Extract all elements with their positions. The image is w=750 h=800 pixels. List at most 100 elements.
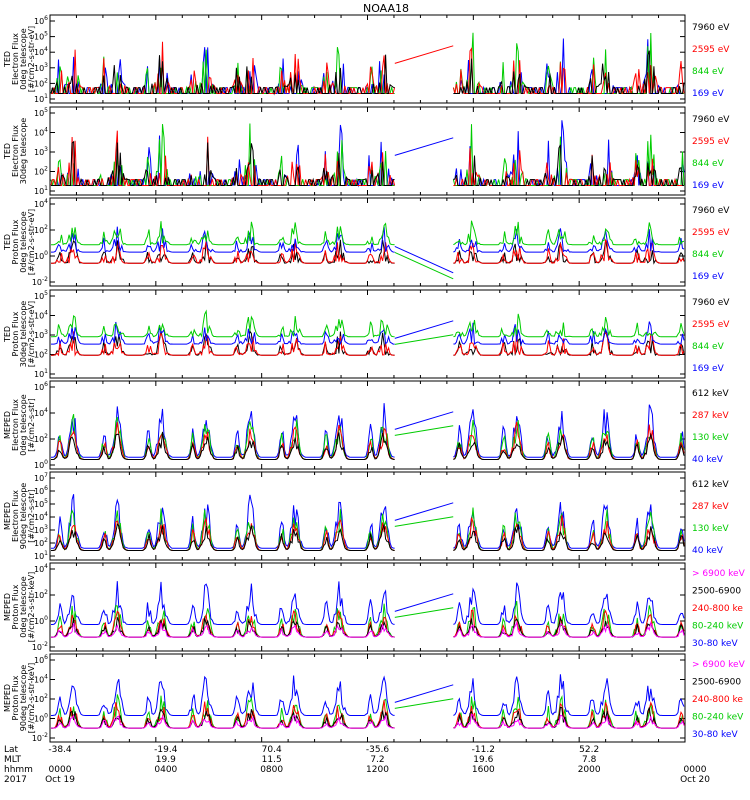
series-traces <box>50 120 685 188</box>
legend-entry: 2595 eV <box>692 320 730 330</box>
y-tick-label: 104 <box>34 127 48 138</box>
series-line <box>51 309 685 338</box>
y-tick-label: 104 <box>34 511 48 522</box>
series-line <box>51 674 685 716</box>
series-line <box>51 331 685 357</box>
y-tick-label: 104 <box>34 563 48 574</box>
y-tick-label: 103 <box>34 329 48 340</box>
legend-entry: 612 keV <box>692 480 729 490</box>
legend-entry: 240-800 ke <box>692 604 743 614</box>
y-tick-label: 102 <box>34 589 48 600</box>
series-line <box>51 220 685 246</box>
gap-interpolation-line <box>394 411 454 430</box>
y-tick-label: 104 <box>34 310 48 321</box>
x-axis-mlt-value: 11.5 <box>262 755 282 765</box>
legend-entry: 240-800 ke <box>692 695 743 705</box>
y-tick-label: 107 <box>34 472 48 483</box>
legend-entry: 7960 eV <box>692 206 730 216</box>
y-tick-label: 102 <box>34 224 48 235</box>
y-tick-label: 104 <box>34 46 48 57</box>
gap-interpolation-line <box>394 245 454 274</box>
panel-5: 100 102 104 106 MEPEDElectron Flux0deg teles… <box>3 380 729 470</box>
y-axis-label: TEDProton Flux0deg telescope[#/cm2-s-str… <box>3 209 36 275</box>
series-line <box>51 620 685 638</box>
series-traces <box>51 403 685 460</box>
y-tick-label: 105 <box>34 107 48 118</box>
gap-interpolation-line <box>394 502 454 521</box>
x-axis-date-value: Oct 20 <box>680 775 710 785</box>
series-line <box>51 321 685 346</box>
x-axis-hhmm-value: 0800 <box>260 765 283 775</box>
legend: 7960 eV 2595 eV 844 eV 169 eV <box>692 23 730 99</box>
panel-frame <box>49 562 686 652</box>
legend-entry: 130 keV <box>692 524 729 534</box>
y-tick-label: 102 <box>34 77 48 88</box>
series-line <box>51 523 685 551</box>
x-axis-hhmm-value: 0400 <box>154 765 177 775</box>
series-traces <box>51 309 685 357</box>
legend-entry: 287 keV <box>692 411 729 421</box>
panel-2: 101 102 103 104 105 TEDElectron Flux30deg tel… <box>3 106 730 196</box>
x-axis-hhmm-value: 0000 <box>49 765 72 775</box>
y-tick-label: 10-2 <box>32 276 48 287</box>
legend-entry: 2500-6900 <box>692 586 741 596</box>
series-line <box>51 140 684 186</box>
y-tick-label: 103 <box>34 146 48 157</box>
x-axis-mlt-value: 7.2 <box>370 755 384 765</box>
x-axis-mlt-value: 7.8 <box>582 755 597 765</box>
y-axis-label: TEDElectron Flux0deg telescope[#/cm2-s-s… <box>3 26 36 92</box>
series-traces <box>51 220 685 280</box>
legend-entry: 2595 eV <box>692 137 730 147</box>
gap-interpolation-line <box>394 425 454 436</box>
panel-frame <box>49 380 686 470</box>
y-tick-label: 105 <box>34 498 48 509</box>
x-axis-row-label: MLT <box>4 755 22 765</box>
legend-entry: 844 eV <box>692 342 725 352</box>
y-tick-label: 103 <box>34 62 48 73</box>
y-axis-label: TEDElectron Flux30deg telescope <box>3 118 28 185</box>
series-line <box>51 581 685 625</box>
legend-entry: 2500-6900 <box>692 677 741 687</box>
y-tick-label: 104 <box>34 407 48 418</box>
x-axis-lat-value: -35.6 <box>366 745 390 755</box>
y-tick-label: 102 <box>34 433 48 444</box>
gap-interpolation-line <box>394 698 454 709</box>
legend-entry: 30-80 keV <box>692 639 738 649</box>
legend-entry: 844 eV <box>692 159 725 169</box>
legend-entry: 7960 eV <box>692 23 730 33</box>
legend-entry: 169 eV <box>692 364 725 374</box>
panel-frame <box>49 14 686 104</box>
y-tick-label: 102 <box>34 537 48 548</box>
legend: 7960 eV 2595 eV 844 eV 169 eV <box>692 115 730 191</box>
legend-entry: 30-80 keV <box>692 730 738 740</box>
gap-interpolation-line <box>394 684 454 703</box>
legend-entry: > 6900 keV <box>692 660 746 670</box>
panel-frame <box>49 289 686 379</box>
series-line <box>51 226 685 254</box>
x-axis-hhmm-value: 2000 <box>578 765 601 775</box>
gap-interpolation-line <box>394 137 454 156</box>
legend-entry: 844 eV <box>692 67 725 77</box>
y-tick-label: 101 <box>34 550 48 561</box>
x-axis-hhmm-value: 1600 <box>472 765 495 775</box>
series-traces <box>51 581 685 638</box>
y-tick-label: 104 <box>34 674 48 685</box>
x-axis-hhmm-value: 0000 <box>684 765 707 775</box>
y-tick-label: 101 <box>34 368 48 379</box>
legend-entry: 7960 eV <box>692 115 730 125</box>
x-axis-row-label: Lat <box>4 745 19 755</box>
y-tick-label: 100 <box>34 459 48 470</box>
figure-title: NOAA18 <box>363 2 409 15</box>
series-line <box>51 403 685 458</box>
legend: > 6900 keV 2500-6900 240-800 ke 80-240 keV 3… <box>692 569 746 649</box>
legend: > 6900 keV 2500-6900 240-800 ke 80-240 keV 3… <box>692 660 746 740</box>
x-axis-date-value: Oct 19 <box>45 775 75 785</box>
y-axis-label: MEPEDElectron Flux90deg telescope[#/cm2-… <box>3 483 36 550</box>
gap-interpolation-line <box>394 607 454 618</box>
panel-frame <box>49 106 686 196</box>
y-tick-label: 100 <box>34 615 48 626</box>
